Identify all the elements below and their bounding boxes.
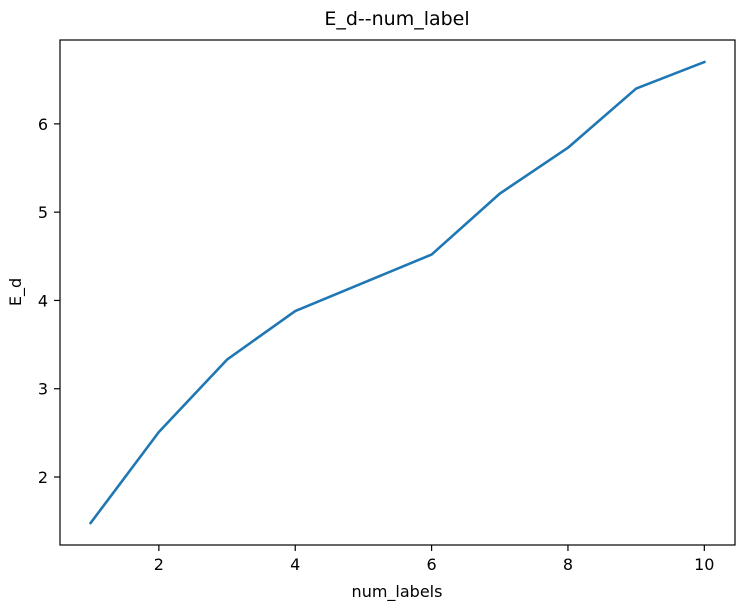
- y-tick-label: 3: [38, 380, 48, 399]
- x-axis-label: num_labels: [352, 582, 443, 602]
- y-tick-label: 4: [38, 291, 48, 310]
- y-axis-label: E_d: [6, 278, 26, 306]
- x-axis: 2 4 6 8 10: [154, 545, 714, 574]
- series-line: [88, 60, 707, 525]
- x-tick-label: 10: [694, 555, 714, 574]
- x-tick-label: 4: [290, 555, 300, 574]
- y-tick-label: 6: [38, 115, 48, 134]
- chart-title: E_d--num_label: [324, 8, 469, 30]
- y-tick-label: 5: [38, 203, 48, 222]
- y-tick-label: 2: [38, 468, 48, 487]
- x-tick-label: 2: [154, 555, 164, 574]
- series-layer: [88, 60, 707, 525]
- y-axis: 2 3 4 5 6: [38, 115, 60, 487]
- x-tick-label: 6: [426, 555, 436, 574]
- plot-area-frame: [59, 39, 736, 546]
- x-tick-label: 8: [563, 555, 573, 574]
